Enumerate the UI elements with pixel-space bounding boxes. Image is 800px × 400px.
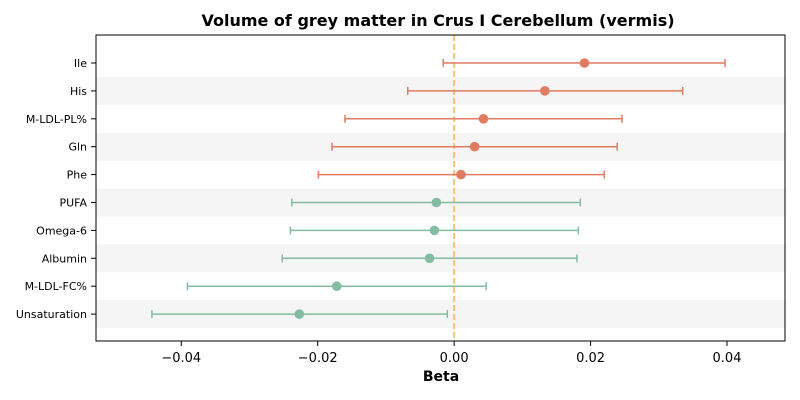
y-tick-label: Gln <box>68 141 87 154</box>
beta-point <box>294 309 305 319</box>
data-marks <box>151 58 726 319</box>
forest-row <box>151 309 449 319</box>
x-axis-label: Beta <box>423 369 459 385</box>
chart-title: Volume of grey matter in Crus I Cerebell… <box>201 11 674 30</box>
x-tick-label: −0.02 <box>298 351 338 366</box>
x-tick-label: 0.00 <box>440 351 469 366</box>
y-tick-label: M-LDL-FC% <box>25 280 87 293</box>
y-tick-label: His <box>70 85 87 98</box>
y-tick-label: Omega-6 <box>36 224 87 237</box>
y-tick-label: Albumin <box>42 252 87 265</box>
x-axis: −0.04 −0.02 0.00 0.02 0.04 <box>161 341 741 366</box>
forest-row <box>289 225 580 236</box>
forest-row <box>186 281 487 292</box>
beta-point <box>478 114 489 124</box>
beta-point <box>431 197 442 208</box>
beta-point <box>424 253 435 264</box>
x-tick-label: 0.02 <box>576 351 605 366</box>
x-tick-label: −0.04 <box>161 351 201 366</box>
forest-row <box>281 253 578 264</box>
y-axis: Ile His M-LDL-PL% Gln Phe PUFA Omega-6 Albumin M… <box>16 57 96 321</box>
y-tick-label: M-LDL-PL% <box>26 113 87 126</box>
y-tick-label: PUFA <box>59 197 87 210</box>
x-tick-label: 0.04 <box>713 351 742 366</box>
beta-point <box>429 225 440 236</box>
forest-row <box>291 197 582 208</box>
beta-point <box>332 281 342 292</box>
forest-row <box>331 141 618 152</box>
forest-row <box>344 114 623 124</box>
beta-point <box>456 169 466 180</box>
forest-row <box>407 86 684 96</box>
beta-point <box>540 86 550 96</box>
plot-frame <box>95 34 786 342</box>
y-tick-label: Ile <box>74 57 87 70</box>
forest-row <box>317 169 605 180</box>
beta-point <box>469 141 480 152</box>
y-tick-label: Phe <box>67 169 88 182</box>
forest-row <box>442 58 726 68</box>
beta-point <box>579 58 590 68</box>
y-tick-label: Unsaturation <box>16 308 87 321</box>
